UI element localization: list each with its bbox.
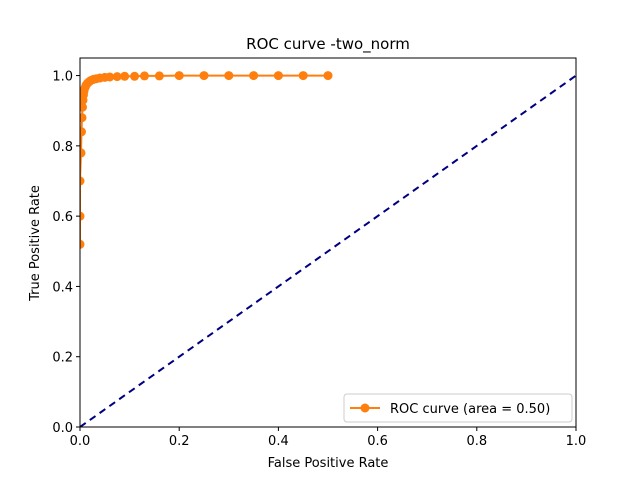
y-tick-label: 0.4 [52,280,73,295]
x-tick-label: 0.8 [466,434,487,449]
roc-curve-point [80,239,85,249]
plot-area [79,57,577,428]
roc-curve-point [112,72,122,82]
y-tick-label: 0.0 [52,421,73,436]
x-tick-label: 0.6 [367,434,388,449]
plot-frame [79,57,577,428]
roc-curve-point [174,71,184,81]
roc-curve-point [80,102,87,112]
y-tick-label: 0.8 [52,140,73,155]
axis-ticks: 0.0 0.2 0.4 0.6 0.8 1.0 0.0 0.2 0.4 0.6 0.8 1.0 [52,70,586,449]
y-tick-label: 0.6 [52,210,73,225]
x-axis-label: False Positive Rate [268,456,389,471]
roc-curve-point [199,71,209,81]
roc-curve-point [80,211,85,221]
roc-curve-point [298,71,308,81]
legend: ROC curve (area = 0.50) [343,393,573,423]
roc-curve-point [130,71,140,81]
roc-curve-point [80,148,86,158]
y-tick-label: 1.0 [52,70,73,85]
roc-curve-point [80,127,86,137]
x-tick-label: 0.0 [70,434,91,449]
roc-curve-point [105,72,115,82]
legend-marker [360,403,370,413]
roc-curve-point [139,71,149,81]
x-tick-label: 0.4 [268,434,289,449]
roc-curve-point [120,71,130,81]
y-tick-label: 0.2 [52,351,73,366]
x-tick-label: 1.0 [566,434,587,449]
roc-curve-point [323,71,333,81]
diagonal-reference-line [80,74,576,427]
x-tick-label: 0.2 [169,434,190,449]
roc-curve-point [80,113,87,123]
y-axis-label: True Positive Rate [28,185,43,302]
roc-curve-point [154,71,164,81]
series-group [80,71,576,427]
roc-curve-point [273,71,283,81]
chart-title: ROC curve -two_norm [246,35,410,54]
roc-curve-point [80,176,85,186]
legend-label: ROC curve (area = 0.50) [390,402,550,417]
roc-curve-point [249,71,259,81]
roc-curve-point [224,71,234,81]
legend-box [343,393,573,423]
